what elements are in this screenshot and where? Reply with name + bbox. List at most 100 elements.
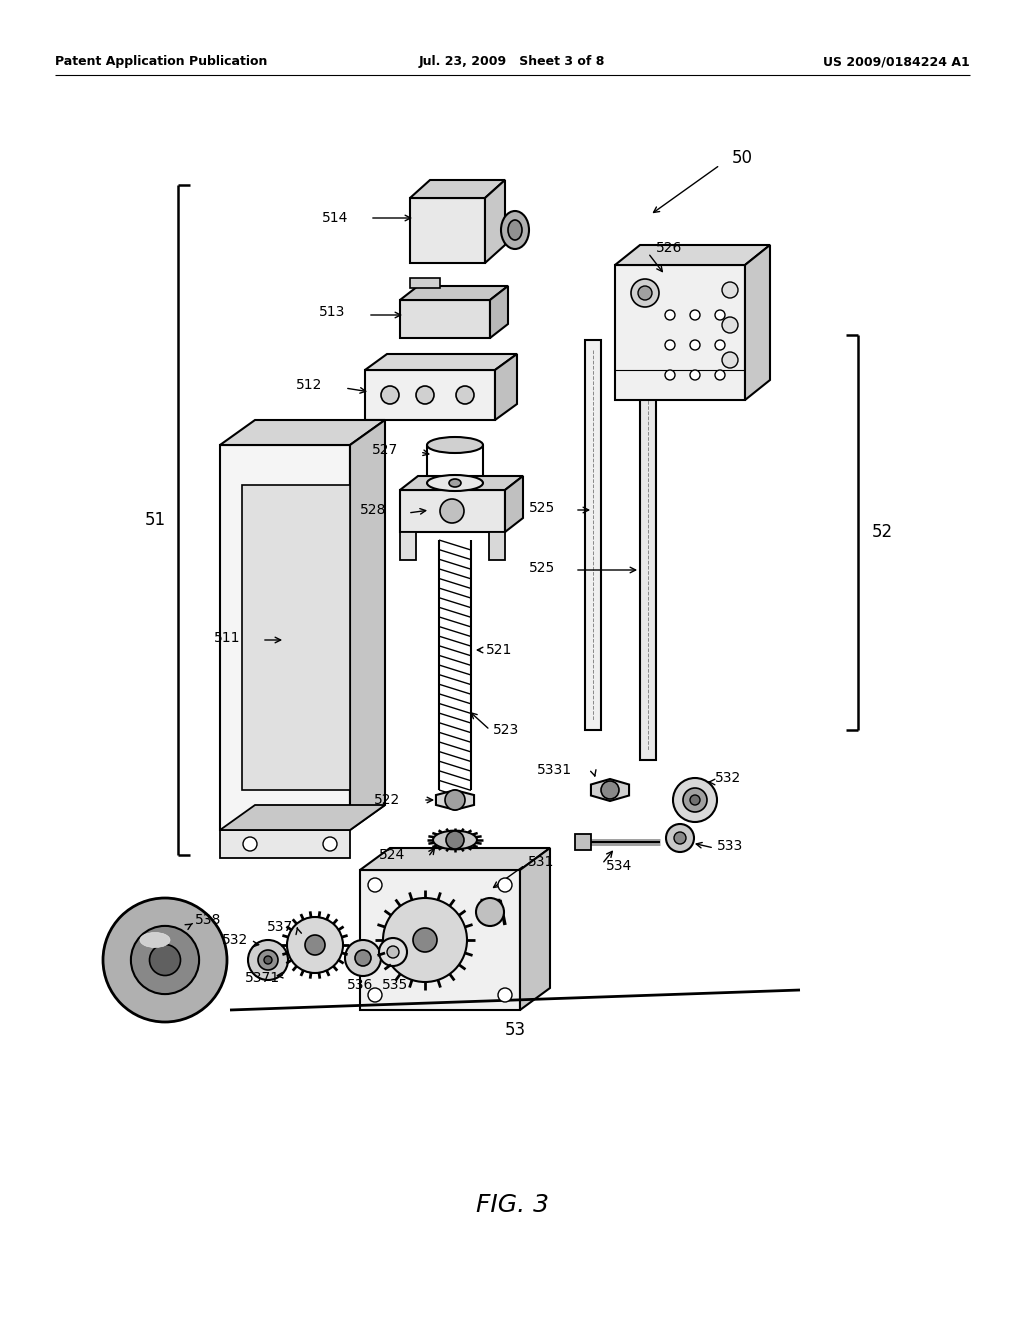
Text: Jul. 23, 2009   Sheet 3 of 8: Jul. 23, 2009 Sheet 3 of 8 — [419, 55, 605, 69]
Polygon shape — [505, 477, 523, 532]
Circle shape — [368, 878, 382, 892]
Circle shape — [323, 837, 337, 851]
Text: 535: 535 — [382, 978, 409, 993]
Bar — [365, 370, 495, 420]
Text: 537: 537 — [266, 920, 293, 935]
Circle shape — [638, 286, 652, 300]
Bar — [489, 532, 505, 560]
Text: 513: 513 — [318, 305, 345, 319]
Circle shape — [673, 777, 717, 822]
Bar — [400, 300, 490, 338]
Text: 523: 523 — [493, 723, 519, 737]
Text: 514: 514 — [322, 211, 348, 224]
Circle shape — [722, 282, 738, 298]
Ellipse shape — [427, 437, 483, 453]
Bar — [640, 370, 656, 760]
Circle shape — [722, 317, 738, 333]
Text: 50: 50 — [732, 149, 753, 168]
Text: 512: 512 — [296, 378, 322, 392]
Circle shape — [287, 917, 343, 973]
Circle shape — [264, 956, 272, 964]
Polygon shape — [495, 354, 517, 420]
Polygon shape — [365, 354, 517, 370]
Circle shape — [498, 878, 512, 892]
Text: 5371: 5371 — [245, 972, 280, 985]
Text: 52: 52 — [872, 523, 893, 541]
Text: 525: 525 — [528, 561, 555, 576]
Circle shape — [379, 939, 407, 966]
Text: 527: 527 — [372, 444, 398, 457]
Text: 511: 511 — [213, 631, 240, 645]
Bar — [615, 265, 745, 400]
Polygon shape — [410, 180, 505, 198]
Circle shape — [601, 781, 618, 799]
Bar — [242, 484, 350, 789]
Bar — [400, 532, 416, 560]
Circle shape — [150, 945, 180, 975]
Text: 534: 534 — [606, 859, 632, 873]
Polygon shape — [220, 420, 385, 445]
Circle shape — [387, 946, 399, 958]
Polygon shape — [360, 847, 550, 870]
Text: 5331: 5331 — [537, 763, 572, 777]
Polygon shape — [220, 805, 385, 830]
Circle shape — [683, 788, 707, 812]
Circle shape — [131, 925, 199, 994]
Circle shape — [666, 824, 694, 851]
Bar — [360, 870, 520, 1010]
Polygon shape — [485, 180, 505, 263]
Text: 524: 524 — [379, 847, 406, 862]
Circle shape — [690, 341, 700, 350]
Text: 521: 521 — [486, 643, 512, 657]
Circle shape — [715, 310, 725, 319]
Text: 526: 526 — [656, 242, 682, 255]
Text: 531: 531 — [528, 855, 554, 869]
Bar — [585, 341, 601, 730]
Polygon shape — [436, 791, 474, 810]
Text: 536: 536 — [347, 978, 373, 993]
Circle shape — [631, 279, 659, 308]
Polygon shape — [350, 420, 385, 830]
Circle shape — [690, 310, 700, 319]
Ellipse shape — [433, 830, 477, 849]
Polygon shape — [400, 477, 523, 490]
Polygon shape — [490, 286, 508, 338]
Text: US 2009/0184224 A1: US 2009/0184224 A1 — [823, 55, 970, 69]
Circle shape — [368, 987, 382, 1002]
Text: 53: 53 — [505, 1020, 525, 1039]
Circle shape — [456, 385, 474, 404]
Circle shape — [690, 795, 700, 805]
Bar — [575, 834, 591, 850]
Circle shape — [243, 837, 257, 851]
Circle shape — [248, 940, 288, 979]
Circle shape — [674, 832, 686, 843]
Polygon shape — [615, 246, 770, 265]
Circle shape — [355, 950, 371, 966]
Polygon shape — [591, 779, 629, 801]
Bar — [220, 445, 350, 830]
Circle shape — [416, 385, 434, 404]
Circle shape — [665, 341, 675, 350]
Circle shape — [715, 370, 725, 380]
Ellipse shape — [140, 932, 170, 948]
Text: 525: 525 — [528, 502, 555, 515]
Text: FIG. 3: FIG. 3 — [475, 1193, 549, 1217]
Text: 532: 532 — [715, 771, 741, 785]
Bar — [410, 198, 485, 263]
Text: 533: 533 — [717, 840, 743, 853]
Ellipse shape — [449, 479, 461, 487]
Text: 51: 51 — [144, 511, 166, 529]
Text: 538: 538 — [195, 913, 221, 927]
Circle shape — [690, 370, 700, 380]
Polygon shape — [745, 246, 770, 400]
Circle shape — [305, 935, 325, 954]
Circle shape — [715, 341, 725, 350]
Bar — [400, 490, 505, 532]
Circle shape — [665, 370, 675, 380]
Bar — [220, 830, 350, 858]
Circle shape — [445, 789, 465, 810]
Circle shape — [476, 898, 504, 927]
Text: 532: 532 — [222, 933, 248, 946]
Polygon shape — [520, 847, 550, 1010]
Circle shape — [722, 352, 738, 368]
